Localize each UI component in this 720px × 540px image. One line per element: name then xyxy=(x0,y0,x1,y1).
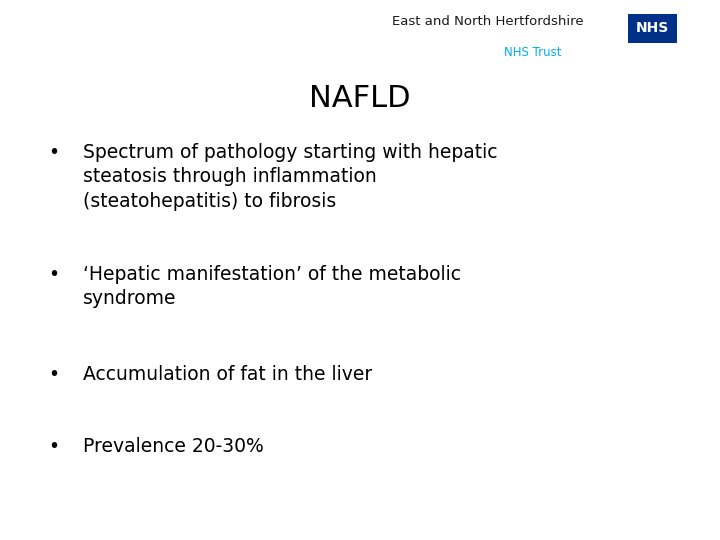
Text: Prevalence 20-30%: Prevalence 20-30% xyxy=(83,437,264,456)
Text: Spectrum of pathology starting with hepatic
steatosis through inflammation
(stea: Spectrum of pathology starting with hepa… xyxy=(83,143,498,211)
Text: •: • xyxy=(48,143,60,162)
Text: NHS: NHS xyxy=(636,22,669,35)
Text: Accumulation of fat in the liver: Accumulation of fat in the liver xyxy=(83,364,372,383)
Text: •: • xyxy=(48,265,60,284)
Text: East and North Hertfordshire: East and North Hertfordshire xyxy=(392,15,584,28)
Text: •: • xyxy=(48,364,60,383)
Text: NHS Trust: NHS Trust xyxy=(504,46,562,59)
Text: ‘Hepatic manifestation’ of the metabolic
syndrome: ‘Hepatic manifestation’ of the metabolic… xyxy=(83,265,461,308)
Text: NAFLD: NAFLD xyxy=(310,84,410,113)
Text: •: • xyxy=(48,437,60,456)
FancyBboxPatch shape xyxy=(628,14,677,43)
